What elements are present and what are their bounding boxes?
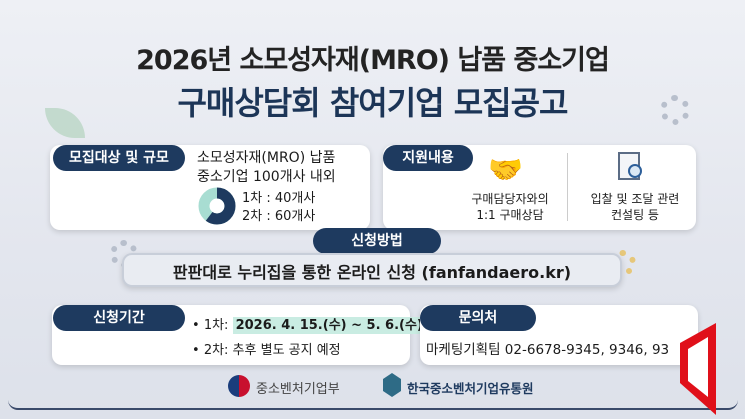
method-label: 신청방법 bbox=[313, 228, 441, 254]
period-label: 신청기간 bbox=[53, 305, 185, 331]
support-label: 지원내용 bbox=[383, 145, 473, 171]
target-desc2: 중소기업 100개사 내외 bbox=[197, 169, 336, 185]
target-desc1: 소모성자재(MRO) 납품 bbox=[197, 150, 336, 166]
document-search-icon bbox=[618, 152, 642, 180]
target-round2: 2차 : 60개사 bbox=[242, 209, 316, 224]
method-box bbox=[122, 253, 622, 287]
footer-org2: 한국중소벤처기업유통원 bbox=[407, 381, 534, 396]
period-round2: • 2차: 추후 별도 공지 예정 bbox=[192, 343, 341, 358]
ministry-emblem-icon bbox=[228, 375, 250, 397]
support-item1-line1: 구매담당자와의 bbox=[471, 192, 549, 206]
broadcaster-logo bbox=[680, 323, 716, 415]
gear-icon bbox=[660, 95, 690, 125]
title-line2: 구매상담회 참여기업 모집공고 bbox=[177, 84, 568, 122]
support-item2-line2: 컨설팅 등 bbox=[611, 208, 659, 222]
contact-label: 문의처 bbox=[420, 305, 536, 331]
period-round1: • 1차: 2026. 4. 15.(수) ~ 5. 6.(수) bbox=[192, 314, 426, 334]
donut-chart bbox=[198, 187, 236, 225]
contact-text: 마케팅기획팀 02-6678-9345, 9346, 93 bbox=[426, 342, 670, 358]
target-round1: 1차 : 40개사 bbox=[242, 191, 316, 206]
target-label: 모집대상 및 규모 bbox=[53, 145, 185, 171]
support-item2-line1: 입찰 및 조달 관련 bbox=[590, 192, 680, 206]
support-item1-line2: 1:1 구매상담 bbox=[476, 208, 544, 222]
handshake-icon: 🤝 bbox=[488, 153, 523, 186]
donut-slice-round2 bbox=[198, 187, 236, 225]
method-text[interactable]: 판판대로 누리집을 통한 온라인 신청 (fanfandaero.kr) bbox=[172, 263, 572, 282]
period-round1-prefix: 1차: bbox=[203, 318, 233, 333]
title-line1: 2026년 소모성자재(MRO) 납품 중소기업 bbox=[136, 45, 610, 76]
footer-org1: 중소벤처기업부 bbox=[256, 382, 340, 397]
period-round1-dates: 2026. 4. 15.(수) ~ 5. 6.(수) bbox=[232, 317, 426, 334]
frame bbox=[8, 4, 738, 410]
agency-logo-icon bbox=[383, 373, 401, 397]
period-round2-text: 2차: 추후 별도 공지 예정 bbox=[203, 343, 341, 358]
divider bbox=[567, 153, 568, 221]
